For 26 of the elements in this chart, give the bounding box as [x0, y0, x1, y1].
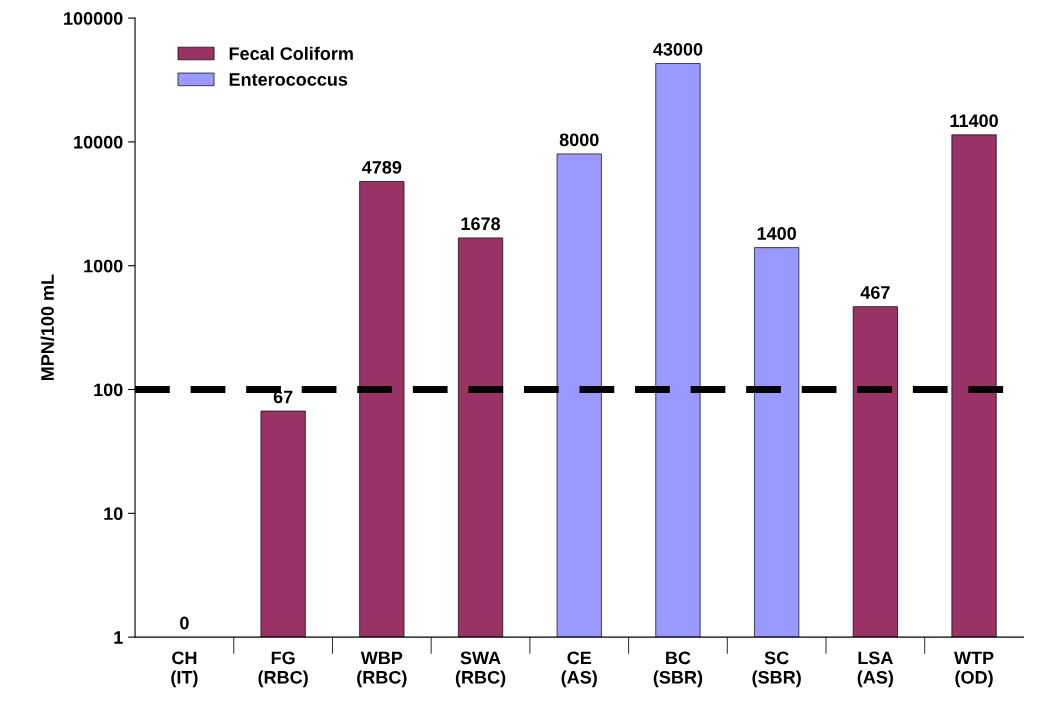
- y-tick-label: 10000: [74, 135, 123, 149]
- y-tick-label: 1: [114, 631, 123, 644]
- data-label: 1678: [461, 217, 501, 231]
- data-label: 8000: [559, 133, 599, 147]
- data-label: 467: [860, 286, 890, 299]
- y-tick-label: 1000: [84, 259, 123, 273]
- legend-label: Fecal Coliform: [229, 46, 353, 60]
- x-tick-label: LSA (AS): [857, 651, 894, 688]
- x-tick-label: BC (SBR): [653, 651, 703, 688]
- x-tick-label: FG (RBC): [258, 651, 308, 688]
- x-tick-label: SC (SBR): [752, 651, 801, 688]
- x-tick-label: CE (AS): [561, 651, 597, 688]
- text: 0: [180, 616, 189, 630]
- x-tick-label: SWA (RBC): [455, 651, 506, 688]
- y-tick-label: 10: [104, 507, 123, 521]
- data-label: 4789: [362, 160, 402, 174]
- y-tick-label: 100000: [64, 12, 123, 25]
- data-label: 43000: [653, 42, 703, 56]
- legend-label: Enterococcus: [229, 73, 348, 86]
- y-tick-label: 100: [94, 383, 123, 397]
- y-axis-title: MPN/100 mL: [40, 274, 55, 381]
- x-tick-label: CH (IT): [171, 651, 198, 688]
- data-label: 11400: [950, 114, 998, 128]
- x-tick-label: WBP (RBC): [357, 651, 407, 688]
- data-label: 1400: [757, 227, 796, 240]
- x-tick-label: WTP (OD): [954, 651, 994, 688]
